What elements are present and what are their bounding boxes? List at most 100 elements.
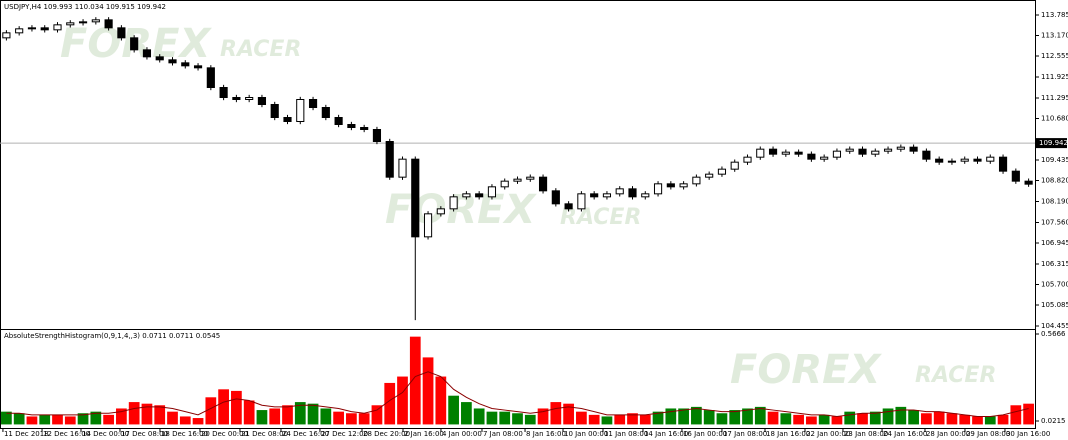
candle-body xyxy=(641,193,650,198)
candle-body xyxy=(526,176,535,180)
x-tick-label: 8 Jan 16:00 xyxy=(526,430,566,438)
candle-body xyxy=(500,180,509,188)
candle-body xyxy=(615,188,624,195)
histogram-bar xyxy=(192,418,204,425)
candle-body xyxy=(449,196,458,210)
histogram-bar xyxy=(818,414,830,425)
histogram-bar xyxy=(652,411,664,425)
x-tick-label: 4 Jan 00:00 xyxy=(442,430,482,438)
histogram-bar xyxy=(691,406,702,425)
histogram-bar xyxy=(946,413,958,425)
candle-body xyxy=(679,183,688,188)
candle-body xyxy=(653,183,663,195)
candle-body xyxy=(513,178,522,182)
candle-body xyxy=(130,37,139,51)
y-tick-label: 105.085 xyxy=(1041,301,1068,309)
histogram-bar xyxy=(984,416,996,425)
current-price-box xyxy=(1036,138,1067,149)
candle-body xyxy=(181,62,190,67)
y-tick-label: 111.295 xyxy=(1041,94,1068,102)
histogram-bar xyxy=(231,390,242,425)
candle-body xyxy=(117,27,126,39)
histogram-bar xyxy=(716,413,728,425)
candle-body xyxy=(321,107,330,118)
candle-body xyxy=(909,146,918,152)
candle-body xyxy=(807,153,816,160)
histogram-bar xyxy=(128,402,140,425)
y-tick-label: 110.680 xyxy=(1041,115,1068,123)
histogram-bar xyxy=(435,376,447,425)
watermark: FOREX xyxy=(385,187,537,233)
indicator-title: AbsoluteStrengthHistogram(0,9,1,4,,3) 0.… xyxy=(4,332,220,340)
y-tick-label: 104.455 xyxy=(1041,322,1068,330)
candle-body xyxy=(66,22,75,26)
candle-body xyxy=(283,117,292,122)
histogram-bar xyxy=(869,411,881,425)
histogram-bar xyxy=(844,411,856,425)
x-tick-label: 17 Jan 08:00 xyxy=(723,430,767,438)
candle-body xyxy=(423,213,433,238)
y-tick-label: 0.5666 xyxy=(1041,330,1066,338)
candle-body xyxy=(347,124,356,128)
candle-body xyxy=(960,158,969,162)
x-tick-label: 28 Dec 20:00 xyxy=(363,430,410,438)
candle-body xyxy=(832,150,842,158)
x-tick-label: 12 Dec 16:00 xyxy=(43,430,90,438)
x-tick-label: 23 Jan 08:00 xyxy=(844,430,888,438)
candle-body xyxy=(334,117,343,125)
histogram-bar xyxy=(614,414,626,425)
y-tick-label: 106.315 xyxy=(1041,260,1068,268)
histogram-bar xyxy=(486,411,498,425)
candle-body xyxy=(743,156,752,163)
y-tick-label: 107.560 xyxy=(1041,219,1068,227)
histogram-bar xyxy=(243,400,255,425)
histogram-bar xyxy=(422,357,434,425)
x-tick-label: 29 Jan 08:00 xyxy=(966,430,1010,438)
histogram-bar xyxy=(52,414,63,425)
candle-body xyxy=(2,32,11,39)
histogram-bar xyxy=(806,416,817,425)
candle-body xyxy=(845,148,854,152)
candle-body xyxy=(40,27,49,31)
candle-body xyxy=(973,158,982,162)
candle-body xyxy=(411,158,420,238)
watermark: RACER xyxy=(220,37,301,62)
y-tick-label: 0.0215 xyxy=(1041,417,1066,425)
y-tick-label: 113.785 xyxy=(1041,11,1068,19)
histogram-bar xyxy=(320,408,332,425)
candle-body xyxy=(308,99,318,108)
x-tick-label: 7 Jan 08:00 xyxy=(483,430,523,438)
candle-body xyxy=(270,104,279,118)
candle-body xyxy=(577,193,586,210)
x-tick-label: 18 Jan 16:00 xyxy=(766,430,810,438)
y-tick-label: 111.925 xyxy=(1041,73,1068,81)
candle-body xyxy=(538,176,548,192)
histogram-bar xyxy=(26,416,38,425)
y-tick-label: 113.170 xyxy=(1041,32,1068,40)
y-tick-label: 112.555 xyxy=(1041,52,1068,60)
histogram-bar xyxy=(90,411,102,425)
candle-body xyxy=(768,148,778,155)
candle-body xyxy=(730,161,739,170)
histogram-bar xyxy=(1010,405,1022,425)
x-tick-label: 24 Jan 16:00 xyxy=(883,430,927,438)
histogram-bar xyxy=(627,413,638,425)
histogram-bar xyxy=(1,411,12,425)
candle-body xyxy=(372,129,382,142)
candle-body xyxy=(142,49,152,58)
histogram-bar xyxy=(857,413,868,425)
histogram-bar xyxy=(39,414,51,425)
indicator-line xyxy=(6,371,1029,417)
x-tick-label: 11 Jan 08:00 xyxy=(604,430,648,438)
candle-body xyxy=(27,27,37,30)
histogram-bar xyxy=(742,408,753,425)
candle-body xyxy=(360,127,369,130)
x-tick-label: 11 Dec 2018 xyxy=(4,430,49,438)
candle-body xyxy=(91,19,100,23)
histogram-bar xyxy=(282,405,293,425)
candle-body xyxy=(602,193,612,198)
histogram-bar xyxy=(639,414,651,425)
histogram-bar xyxy=(448,395,459,425)
